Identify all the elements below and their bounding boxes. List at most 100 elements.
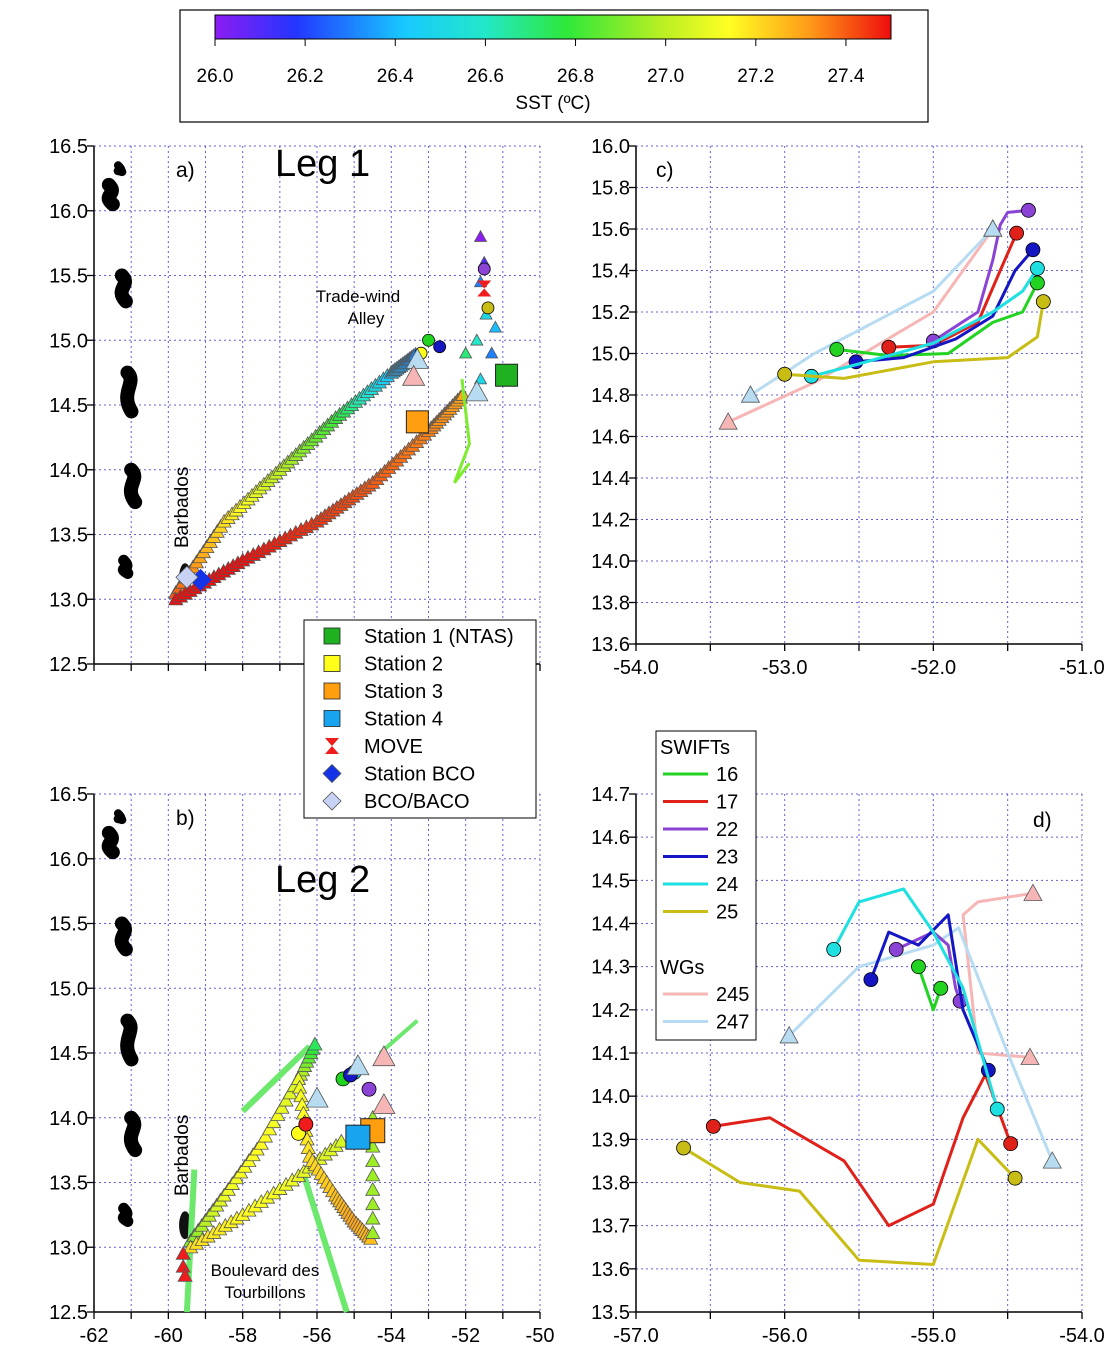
y-tick-label: 13.6	[591, 1259, 630, 1281]
panel-b-island-label: Barbados	[172, 1115, 193, 1196]
y-tick-label: 14.0	[49, 1108, 88, 1130]
colorbar-tick-label: 27.0	[647, 66, 684, 87]
y-tick-label: 15.6	[591, 219, 630, 241]
panel-b: 12.5 13.0 13.5 14.0 14.5 15.0 15.5 16.0 16.5 -62 -…	[49, 784, 554, 1347]
swift-17-end-marker	[1009, 225, 1024, 241]
y-tick-label: 14.0	[591, 1086, 630, 1108]
swift-marker	[298, 1116, 314, 1132]
wg-247-marker	[779, 1025, 799, 1044]
alley-marker	[473, 372, 488, 385]
swift-legend-title: SWIFTs	[660, 737, 730, 759]
y-tick-label: 12.5	[49, 654, 88, 676]
station-1-marker	[495, 363, 519, 387]
x-tick-label: -55.0	[911, 1325, 957, 1347]
swift-25-start-marker	[777, 366, 793, 382]
swift-25-end-marker	[1007, 1170, 1023, 1186]
legend-station-label: Station BCO	[364, 764, 475, 786]
legend-station-label: Station 3	[364, 681, 443, 703]
transect-marker	[261, 1121, 278, 1136]
legend-station-marker	[323, 682, 341, 700]
swift-17-start-marker	[705, 1118, 721, 1134]
x-tick-label: -54.0	[1059, 1325, 1105, 1347]
y-tick-label: 14.4	[591, 914, 630, 936]
wg-marker	[372, 1092, 396, 1114]
panel-c: 13.6 13.8 14.0 14.2 14.4 14.6 14.8 15.0 15.2 15.4…	[591, 136, 1105, 679]
track-line	[299, 1168, 350, 1313]
legend-station-label: Station 2	[364, 654, 443, 676]
transect-marker	[365, 1225, 381, 1239]
panel-d: 13.5 13.6 13.7 13.8 13.9 14.0 14.1 14.2 14.3 14.4…	[591, 784, 1105, 1347]
y-tick-label: 16.0	[49, 201, 88, 223]
colorbar-label: SST (ºC)	[515, 93, 590, 114]
swift-17-track	[713, 1073, 1013, 1228]
move-marker	[477, 280, 492, 297]
y-tick-label: 13.8	[591, 1173, 630, 1195]
legend-station-marker	[323, 655, 341, 672]
track-line	[240, 1044, 312, 1114]
y-tick-label: 13.7	[591, 1216, 630, 1238]
y-tick-label: 16.0	[591, 136, 630, 158]
y-tick-label: 13.0	[49, 1237, 88, 1259]
coastline-segment	[101, 177, 120, 212]
swift-24-track	[832, 887, 999, 1110]
coastline-segment	[113, 809, 127, 825]
legend-station-label: BCO/BACO	[364, 791, 470, 813]
y-tick-label: 13.6	[591, 634, 630, 656]
swift-23-track	[855, 248, 1035, 364]
y-tick-label: 14.8	[591, 385, 630, 407]
y-tick-label: 14.4	[591, 468, 630, 490]
x-tick-label: -57.0	[613, 1325, 659, 1347]
swift-17-end-marker	[1003, 1136, 1019, 1152]
panel-b-letter: b)	[176, 807, 195, 830]
legend-station-label: Station 1 (NTAS)	[364, 626, 514, 648]
colorbar: 26.0 26.2 26.4 26.6 26.8 27.0 27.2 27.4 SST (ºC…	[179, 9, 929, 123]
y-tick-label: 13.8	[591, 593, 630, 615]
swift-marker	[477, 262, 491, 276]
colorbar-tick-label: 26.8	[557, 66, 594, 87]
colorbar-tick-label: 26.0	[197, 66, 234, 87]
panel-a: 12.5 13.0 13.5 14.0 14.5 15.0 15.5 16.0 16.5	[49, 136, 541, 676]
wg-marker	[401, 364, 426, 386]
colorbar-tick-label: 26.4	[377, 66, 414, 87]
transect-marker	[278, 1092, 294, 1107]
colorbar-tick-label: 27.4	[827, 66, 864, 87]
legend-wg-label: 245	[716, 984, 749, 1006]
y-tick-label: 14.1	[591, 1043, 630, 1065]
station-legend-frame	[303, 619, 537, 819]
x-tick-label: -60	[154, 1325, 183, 1347]
panel-c-letter: c)	[656, 159, 674, 182]
station-legend: Station 1 (NTAS) Station 2 Station 3 Statio…	[303, 619, 537, 819]
swift-25-start-marker	[676, 1140, 691, 1156]
coastline-segment	[114, 268, 133, 309]
y-tick-label: 15.4	[591, 261, 630, 283]
x-tick-label: -52.0	[911, 657, 957, 679]
legend-swift-label: 25	[716, 902, 738, 924]
legend-swift-label: 24	[716, 874, 738, 896]
move-marker	[177, 1267, 193, 1282]
swift-marker	[433, 340, 447, 354]
panel-a-annot-line2: Alley	[348, 309, 385, 328]
legend-swift-label: 23	[716, 847, 738, 869]
wg-245-track	[727, 228, 995, 424]
wg-245-marker	[1023, 883, 1043, 901]
panel-b-annot-line2: Tourbillons	[224, 1283, 305, 1302]
transect-marker	[365, 1181, 381, 1196]
legend-swift-label: 22	[716, 819, 738, 841]
transect-marker	[365, 1196, 381, 1211]
swift-24-track	[811, 267, 1039, 378]
wg-245-marker	[718, 412, 738, 430]
station-3-marker	[405, 410, 429, 434]
legend-swift-label: 17	[716, 792, 738, 814]
y-tick-label: 13.5	[591, 1302, 630, 1324]
swift-23-end-marker	[1025, 242, 1041, 258]
coastline-segment	[123, 1110, 143, 1158]
x-tick-label: -54.0	[613, 657, 659, 679]
track-line	[378, 1019, 419, 1055]
swift-16-end-marker	[1030, 275, 1045, 291]
swift-22-track	[895, 930, 962, 1002]
y-tick-label: 15.0	[591, 344, 630, 366]
swift-17-start-marker	[881, 339, 897, 355]
y-tick-label: 16.0	[49, 849, 88, 871]
y-tick-label: 14.0	[591, 551, 630, 573]
alley-marker	[488, 320, 503, 333]
